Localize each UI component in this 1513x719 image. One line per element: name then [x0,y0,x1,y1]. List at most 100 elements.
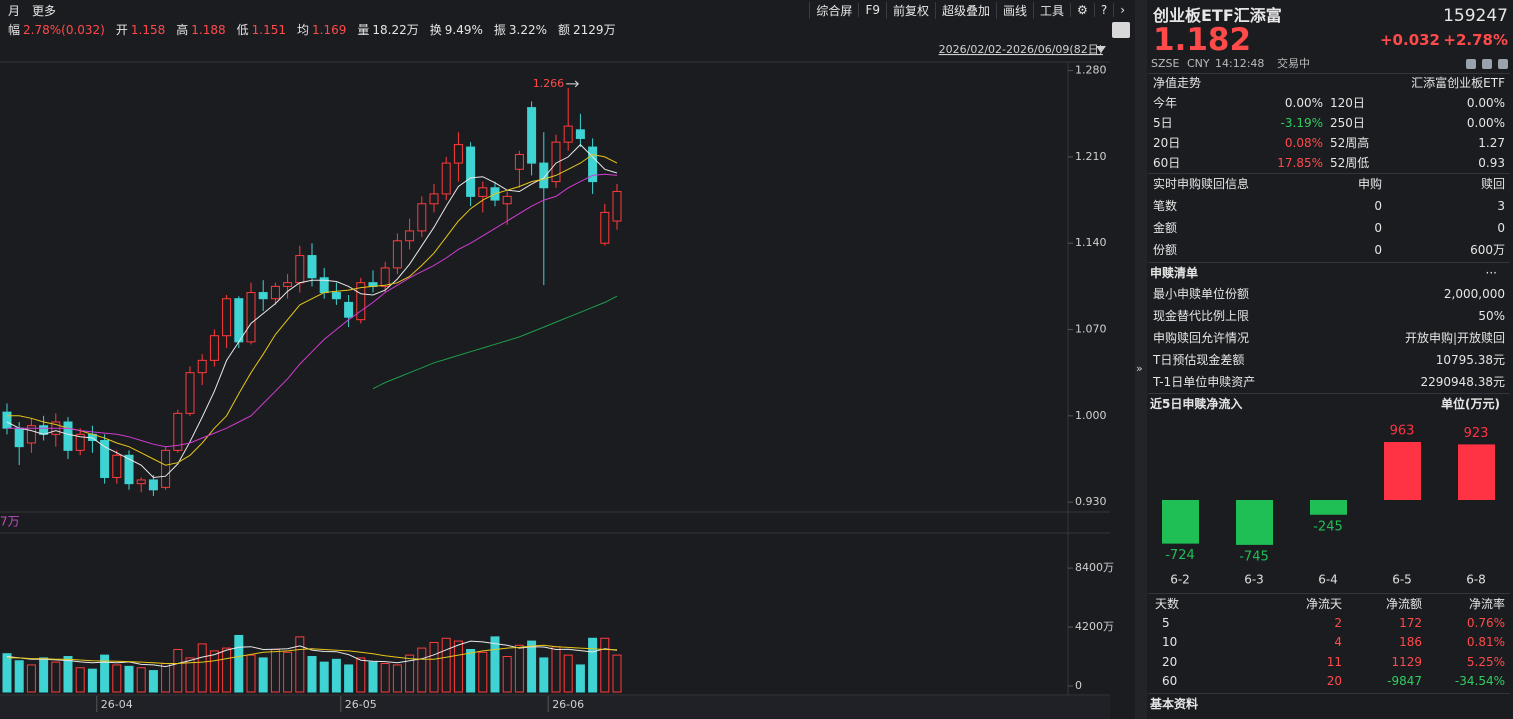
dropdown[interactable] [1096,46,1106,53]
flow-value-label: 923 [1464,426,1489,441]
row-label: 现金替代比例上限 [1153,309,1250,323]
stat-value: 18.22万 [372,23,419,37]
volume-bar [222,647,232,693]
row-value: 2,000,000 [1443,287,1505,301]
volume-bar [26,664,36,693]
candle-body [209,335,219,361]
more-button[interactable]: 更多 [32,3,57,18]
flow-bar [1162,500,1199,544]
table-cell: 20 [1326,673,1342,688]
candle-body [246,292,256,343]
stat-label: 低 [236,23,249,37]
separator [1148,593,1510,594]
price: 1.182 [1153,22,1252,58]
row-label: 笔数 [1153,199,1178,213]
volume-bar [502,656,512,693]
fund-name: 创业板ETF汇添富 [1153,6,1282,25]
table-cell: 186 [1399,635,1422,650]
splitter[interactable]: » [1135,0,1147,719]
stat-value: 2129万 [573,23,616,37]
volume-bar [161,663,171,693]
volume-bar [75,667,85,693]
stat: 开 1.158 [116,22,165,38]
panel-icon[interactable] [1466,59,1476,69]
section-title: 实时申购赎回信息 [1153,177,1250,191]
row-value: 17.85% [1277,156,1323,170]
y-tick-label: 1.210 [1075,150,1107,163]
column-header: 净流额 [1385,597,1422,611]
toolbar-icon[interactable]: ⚙ [1070,3,1094,17]
stat-label: 开 [115,23,128,37]
panel-icon[interactable] [1482,59,1492,69]
separator [1148,73,1510,74]
candle-body [392,240,402,269]
x-tick-label: 26-05 [345,698,377,711]
toolbar-button[interactable]: 超级叠加 [935,1,996,19]
date-range[interactable]: 2026/02/02-2026/06/09(82日) [939,43,1103,56]
volume-bar [600,637,610,693]
section-value: 汇添富创业板ETF [1411,76,1505,90]
stat: 低 1.151 [237,22,286,38]
volume-bar [173,649,183,693]
separator [1148,393,1510,394]
y-tick-label: 0.930 [1075,495,1107,508]
panel-icon[interactable] [1498,59,1508,69]
stat-value: 2.78%(0.032) [23,23,105,37]
volume-bar [331,658,341,693]
fund-code: 159247 [1443,6,1508,26]
toolbar-button[interactable]: 工具 [1033,1,1070,19]
separator [1148,262,1510,263]
candle-body [14,427,24,448]
stat-label: 额 [558,23,571,37]
volume-bar [466,649,476,693]
volume-bar [270,649,280,693]
row-value: 0.93 [1478,156,1505,170]
period-button[interactable]: 月 [8,3,21,18]
section-title: 基本资料 [1150,697,1199,711]
stat: 换 9.49% [430,22,483,38]
candle-body [295,255,305,284]
toolbar-button[interactable]: F9 [858,3,886,17]
volume-bar [563,654,573,693]
row-value: 1.27 [1478,136,1505,150]
volume-bar [490,636,500,693]
candle-body [539,162,549,189]
volume-bar [539,657,549,693]
ma-line [7,173,618,448]
candle-body [563,125,573,143]
volume-bar [307,656,317,693]
table-cell: 0.76% [1466,616,1505,630]
flow-value-label: 963 [1390,424,1415,439]
stat-label: 换 [429,23,442,37]
collapse-icon[interactable]: » [1136,362,1143,375]
volume-bar [234,634,244,693]
table-cell: -9847 [1387,673,1422,688]
table-cell: 4 [1334,635,1342,650]
row-value: 0.00% [1466,116,1505,130]
stat: 幅 2.78%(0.032) [8,22,105,38]
stat-value: 1.151 [251,23,286,37]
stat: 振 3.22% [494,22,547,38]
section-title: 申赎清单 [1150,266,1199,280]
table-cell: 1129 [1391,654,1422,669]
unit-label: 单位(万元) [1441,397,1500,411]
toolbar: 月 更多 综合屏 F9 前复权 超级叠加 画线 工具 ⚙? › [0,0,1135,20]
y-tick-label: 1.280 [1075,64,1107,77]
volume-ma-line [7,644,618,664]
candle-body [575,129,585,139]
toolbar-button[interactable]: 综合屏 [809,1,858,19]
toolbar-button[interactable]: 画线 [996,1,1033,19]
volume-bar [527,640,537,693]
row-value: 600万 [1470,243,1505,257]
candle-body [551,141,561,183]
candle-body [234,298,244,343]
toolbar-icon[interactable]: ? [1093,3,1113,17]
x-tick-label: 26-06 [552,698,584,711]
stat: 均 1.169 [297,22,346,38]
toolbar-button[interactable]: 前复权 [885,1,935,19]
row-value: 10795.38元 [1435,353,1505,367]
table-cell: 10 [1162,635,1178,650]
toolbar-icon[interactable]: › [1113,3,1131,17]
volume-bar [124,665,134,693]
volume-bar [63,656,73,693]
